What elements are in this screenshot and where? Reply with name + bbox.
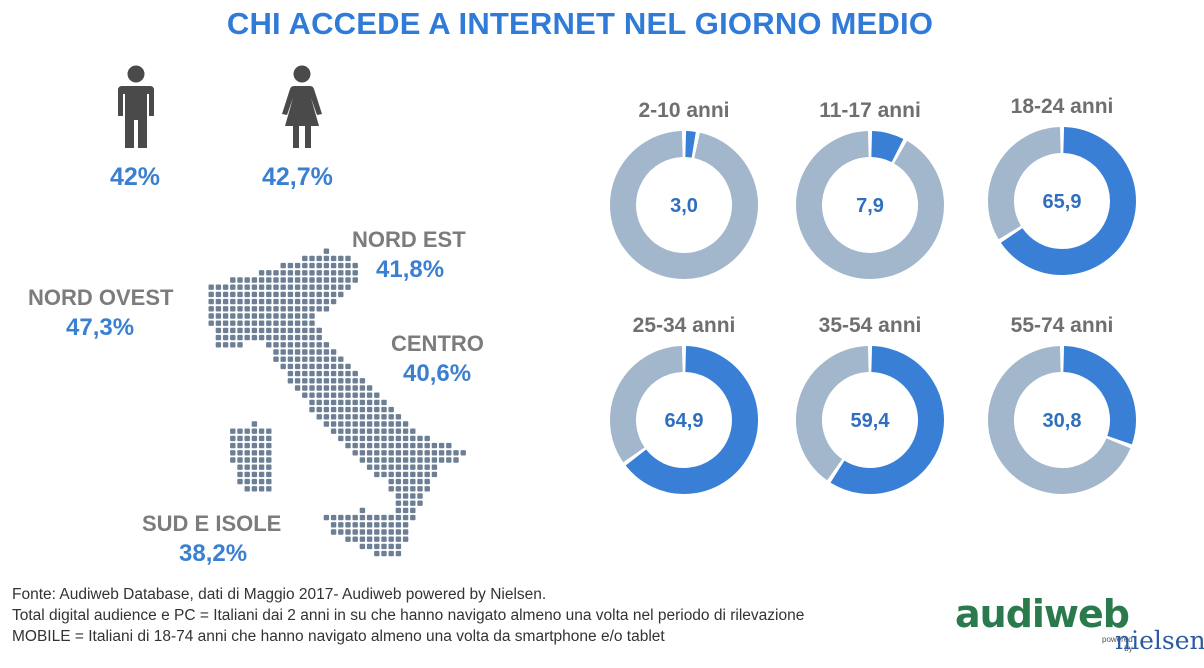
logo-audiweb-text: audiweb — [955, 592, 1130, 636]
age-donut-charts: 2-10 anni 3,0 11-17 anni 7,9 18-24 anni 65,9 2… — [610, 95, 1136, 494]
donut-3: 18-24 anni 65,9 — [988, 95, 1136, 275]
region-value-nord-est: 41,8% — [376, 256, 445, 283]
donut-5: 35-54 anni 59,4 — [796, 314, 944, 494]
footer-source: Fonte: Audiweb Database, dati di Maggio … — [12, 586, 547, 603]
donut-category-label: 25-34 anni — [633, 314, 736, 337]
donut-value-segment — [870, 131, 904, 163]
donut-value-segment — [830, 346, 944, 494]
region-name-nord-ovest: NORD OVEST — [28, 285, 174, 310]
region-name-centro: CENTRO — [391, 331, 484, 356]
donut-4: 25-34 anni 64,9 — [610, 314, 758, 494]
region-value-centro: 40,6% — [403, 360, 472, 387]
female-figure-icon — [282, 65, 322, 148]
donut-value-segment — [1062, 346, 1136, 445]
donut-value-label: 30,8 — [1043, 410, 1082, 432]
logo-powered-by: powered by — [1102, 635, 1133, 653]
donut-1: 2-10 anni 3,0 — [610, 99, 758, 279]
donut-value-segment — [625, 346, 758, 494]
logo-nielsen-text: nielsen — [1115, 626, 1204, 655]
donut-category-label: 35-54 anni — [819, 314, 922, 337]
donut-category-label: 55-74 anni — [1011, 314, 1114, 337]
donut-value-segment — [685, 131, 696, 158]
donut-value-segment — [1000, 127, 1136, 275]
donut-value-label: 64,9 — [665, 410, 704, 432]
region-name-sud-isole: SUD E ISOLE — [142, 511, 282, 536]
donut-category-label: 18-24 anni — [1011, 95, 1114, 118]
donut-value-label: 7,9 — [856, 195, 884, 217]
donut-value-label: 3,0 — [670, 195, 698, 217]
region-name-nord-est: NORD EST — [352, 227, 466, 252]
donut-category-label: 2-10 anni — [638, 99, 729, 122]
region-value-sud-isole: 38,2% — [179, 540, 248, 567]
donut-value-label: 65,9 — [1043, 191, 1082, 213]
region-value-nord-ovest: 47,3% — [66, 314, 135, 341]
donut-remainder-segment — [610, 131, 758, 279]
logo-powered-text: powered — [1102, 635, 1133, 644]
donut-remainder-segment — [988, 127, 1062, 240]
page-title: CHI ACCEDE A INTERNET NEL GIORNO MEDIO — [226, 6, 934, 41]
male-figure-icon — [118, 65, 154, 148]
donut-2: 11-17 anni 7,9 — [796, 99, 944, 279]
donut-value-label: 59,4 — [851, 410, 891, 432]
donut-category-label: 11-17 anni — [819, 99, 921, 122]
donut-remainder-segment — [988, 346, 1131, 494]
footer-note-mobile: MOBILE = Italiani di 18-74 anni che hann… — [12, 628, 665, 645]
italy-dotted-map-icon — [208, 248, 466, 557]
footer-note-pc: Total digital audience e PC = Italiani d… — [12, 607, 805, 624]
donut-6: 55-74 anni 30,8 — [988, 314, 1136, 494]
donut-remainder-segment — [796, 346, 870, 481]
audiweb-logo: audiweb powered by nielsen — [955, 592, 1204, 662]
male-percentage: 42% — [110, 163, 161, 191]
female-percentage: 42,7% — [262, 163, 333, 191]
donut-remainder-segment — [610, 346, 684, 463]
logo-by-text: by — [1124, 644, 1133, 653]
donut-remainder-segment — [796, 131, 944, 279]
